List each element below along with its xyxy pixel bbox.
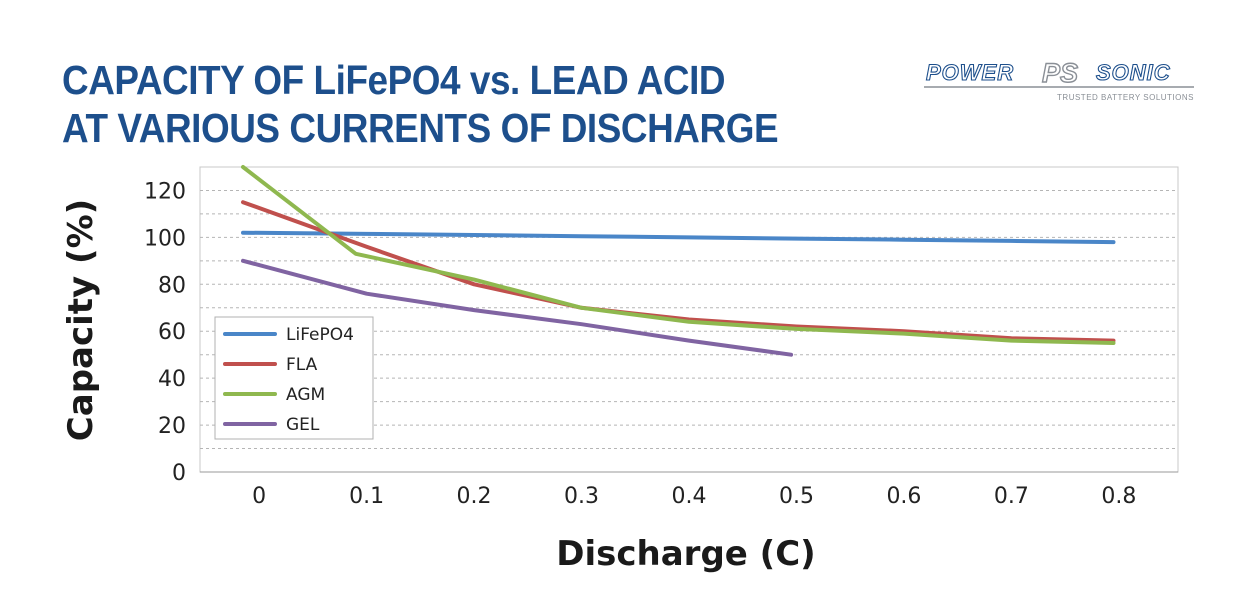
x-tick-label: 0	[252, 484, 266, 509]
logo-emblem-ps: PS	[1042, 58, 1078, 88]
power-sonic-logo: POWER PS SONIC TRUSTED BATTERY SOLUTIONS	[924, 57, 1194, 102]
chart-title-line-2: AT VARIOUS CURRENTS OF DISCHARGE	[62, 105, 779, 151]
y-tick-label: 80	[158, 273, 186, 298]
x-tick-label: 0.6	[886, 484, 921, 509]
legend-label-agm: AGM	[286, 385, 325, 405]
y-axis-label: Capacity (%)	[61, 199, 101, 441]
legend: LiFePO4 FLA AGM GEL	[214, 316, 374, 440]
x-tick-label: 0.3	[564, 484, 599, 509]
x-tick-label: 0.4	[672, 484, 707, 509]
logo-text-power: POWER	[926, 60, 1014, 85]
x-tick-label: 0.7	[994, 484, 1029, 509]
chart-title: CAPACITY OF LiFePO4 vs. LEAD ACID AT VAR…	[62, 56, 779, 152]
logo-text-sonic: SONIC	[1096, 60, 1171, 85]
series-line-gel	[241, 258, 794, 357]
y-axis-ticks: 0 20 40 60 80 100 120	[144, 179, 186, 486]
y-tick-label: 20	[158, 414, 186, 439]
series-lines	[241, 165, 1116, 357]
x-tick-label: 0.5	[779, 484, 814, 509]
y-tick-label: 120	[144, 179, 186, 204]
legend-label-fla: FLA	[286, 355, 318, 375]
y-tick-label: 0	[172, 461, 186, 486]
x-tick-label: 0.2	[457, 484, 492, 509]
x-axis-label: Discharge (C)	[556, 534, 815, 574]
series-line-agm	[241, 165, 1116, 345]
x-axis-ticks: 0 0.1 0.2 0.3 0.4 0.5 0.6 0.7 0.8	[252, 484, 1136, 509]
series-line-lifepo4	[241, 230, 1116, 245]
x-tick-label: 0.1	[349, 484, 384, 509]
series-line-fla	[241, 200, 1116, 343]
y-tick-label: 40	[158, 367, 186, 392]
chart-title-line-1: CAPACITY OF LiFePO4 vs. LEAD ACID	[62, 57, 726, 103]
x-tick-label: 0.8	[1101, 484, 1136, 509]
logo-tagline: TRUSTED BATTERY SOLUTIONS	[1057, 93, 1194, 102]
legend-box	[214, 316, 374, 440]
legend-label-lifepo4: LiFePO4	[286, 325, 354, 345]
y-tick-label: 100	[144, 226, 186, 251]
y-tick-label: 60	[158, 320, 186, 345]
legend-label-gel: GEL	[286, 415, 320, 435]
legend-items: LiFePO4 FLA AGM GEL	[223, 325, 354, 435]
